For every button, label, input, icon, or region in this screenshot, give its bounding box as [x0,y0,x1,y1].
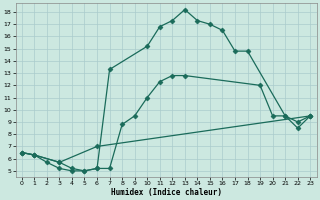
X-axis label: Humidex (Indice chaleur): Humidex (Indice chaleur) [110,188,221,197]
